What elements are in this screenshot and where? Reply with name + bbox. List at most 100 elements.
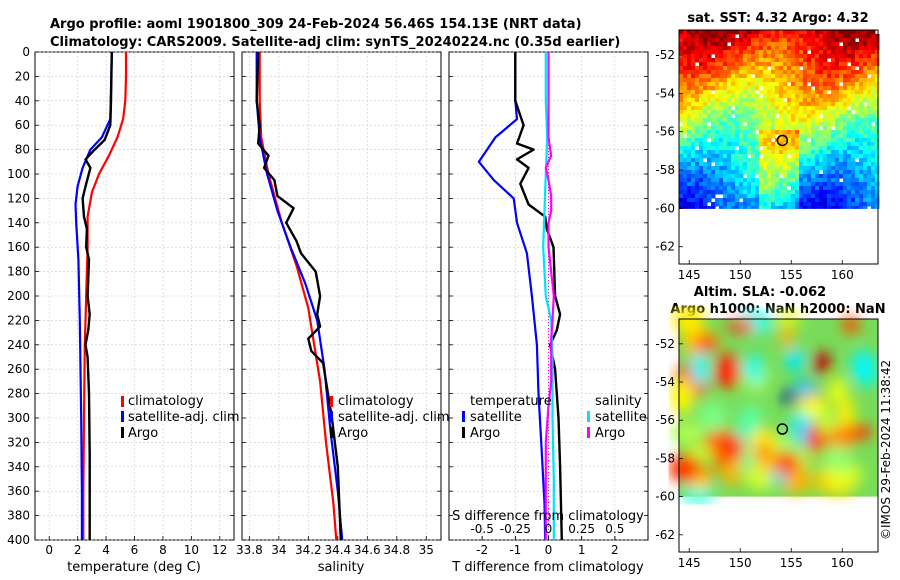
sst-cell	[751, 146, 756, 151]
sst-cell	[703, 198, 708, 203]
sst-cell	[711, 74, 716, 79]
sst-cell	[791, 142, 796, 147]
sst-cell	[723, 174, 728, 179]
sst-cell	[819, 190, 824, 195]
sst-cell	[703, 194, 708, 199]
sst-cell	[859, 142, 864, 147]
sst-cell	[763, 178, 768, 183]
sst-cell	[795, 42, 800, 47]
sst-cell	[791, 62, 796, 67]
sst-cell	[731, 46, 736, 51]
sst-cell	[803, 98, 808, 103]
sst-cell	[743, 94, 748, 99]
sst-cell	[683, 54, 688, 59]
sst-cell	[819, 70, 824, 75]
depth-tick-label: 280	[7, 387, 30, 401]
sla-blob	[737, 406, 765, 421]
sst-cell	[767, 150, 772, 155]
sst-cell	[695, 154, 700, 159]
sst-cell	[803, 154, 808, 159]
sst-cell	[711, 70, 716, 75]
sst-cell	[731, 122, 736, 127]
sst-cell	[835, 70, 840, 75]
legend-climatology: climatology	[338, 394, 414, 409]
sst-cell	[819, 130, 824, 135]
sst-cell	[803, 162, 808, 167]
sst-cell	[851, 190, 856, 195]
sst-cell	[683, 86, 688, 91]
sst-cell	[855, 186, 860, 191]
sst-cell	[847, 94, 852, 99]
sst-cell	[819, 46, 824, 51]
sst-cell	[843, 158, 848, 163]
sst-cell	[771, 178, 776, 183]
sst-cell	[731, 62, 736, 67]
sst-cell	[783, 122, 788, 127]
sst-cell	[747, 142, 752, 147]
sst-cell	[875, 34, 880, 39]
sst-cell	[731, 170, 736, 175]
sst-cell	[783, 106, 788, 111]
sst-cell	[691, 50, 696, 55]
sst-cell	[763, 134, 768, 139]
sst-cell	[731, 94, 736, 99]
sst-cell	[815, 158, 820, 163]
sst-cell	[707, 70, 712, 75]
sst-cell	[699, 134, 704, 139]
sst-cell	[787, 114, 792, 119]
sst-cell	[767, 82, 772, 87]
sst-cell	[679, 138, 684, 143]
sst-cell	[767, 154, 772, 159]
sst-cell	[843, 202, 848, 207]
sst-cell	[871, 150, 876, 155]
sst-cell	[695, 174, 700, 179]
sst-cell	[679, 66, 684, 71]
sst-cell	[751, 50, 756, 55]
sst-cell	[783, 74, 788, 79]
sst-cell	[743, 194, 748, 199]
sst-cell	[851, 138, 856, 143]
sst-cell	[763, 198, 768, 203]
sst-cell	[851, 182, 856, 187]
sst-cell	[795, 58, 800, 63]
sst-cell	[743, 166, 748, 171]
depth-tick-label: 120	[7, 191, 30, 205]
sst-cell	[811, 98, 816, 103]
sst-cell	[839, 174, 844, 179]
sst-cell	[711, 106, 716, 111]
sst-cell	[699, 50, 704, 55]
sst-cell	[803, 134, 808, 139]
sst-cell	[771, 46, 776, 51]
sst-cell	[739, 78, 744, 83]
sst-cell	[875, 122, 880, 127]
sst-cell	[735, 82, 740, 87]
sst-cell	[791, 190, 796, 195]
sst-cell	[771, 30, 776, 35]
sst-cell	[715, 198, 720, 203]
sst-cell	[723, 38, 728, 43]
sst-cell	[751, 62, 756, 67]
sst-cell	[839, 162, 844, 167]
sst-cell	[747, 146, 752, 151]
sst-cell	[839, 134, 844, 139]
sst-cell	[739, 142, 744, 147]
sst-cell	[791, 78, 796, 83]
sst-cell	[823, 126, 828, 131]
sst-cell	[683, 110, 688, 115]
sst-cell	[771, 122, 776, 127]
sst-cell	[715, 30, 720, 35]
sst-cell	[703, 138, 708, 143]
sst-cell	[707, 74, 712, 79]
sst-cell	[875, 98, 880, 103]
sst-cell	[847, 186, 852, 191]
sst-cell	[779, 62, 784, 67]
sst-cell	[751, 122, 756, 127]
sst-cell	[711, 34, 716, 39]
sst-cell	[795, 178, 800, 183]
sst-cell	[783, 50, 788, 55]
sst-cell	[715, 42, 720, 47]
sst-cell	[823, 194, 828, 199]
sst-cell	[875, 154, 880, 159]
sst-cell	[683, 158, 688, 163]
sst-cell	[835, 46, 840, 51]
